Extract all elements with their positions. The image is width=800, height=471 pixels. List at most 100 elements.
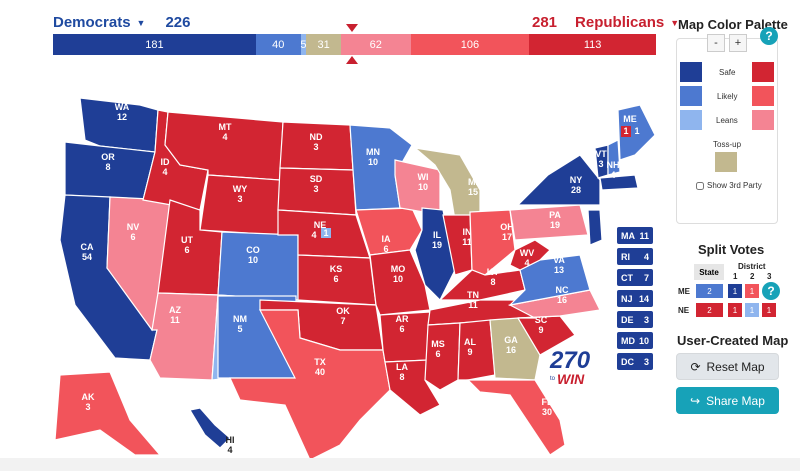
help-icon[interactable]: ? [760, 27, 778, 45]
republicans-total: 281 [532, 14, 558, 31]
rep-safe-swatch[interactable] [752, 62, 774, 82]
democrats-label[interactable]: Democrats [53, 14, 131, 31]
dem-leans-swatch[interactable] [680, 110, 702, 130]
safe-label: Safe [719, 68, 736, 77]
dem-likely-swatch[interactable] [680, 86, 702, 106]
refresh-icon: ⟳ [690, 359, 701, 374]
district-3-header: 3 [767, 272, 772, 281]
ev-segment: 31 [306, 34, 342, 55]
ne-district-1-cell[interactable]: 1 [728, 303, 742, 317]
label-TX: TX 40 [314, 357, 326, 377]
me-district-1-cell[interactable]: 1 [728, 284, 742, 298]
share-map-label: Share Map [706, 393, 765, 408]
republicans-header[interactable]: 281 Republicans ▼ [532, 14, 679, 31]
label-IA: IA 6 [382, 234, 392, 254]
state-WV[interactable] [509, 239, 551, 271]
democrats-total: 226 [165, 14, 191, 31]
small-state-nj[interactable]: NJ 14 [617, 290, 653, 307]
rep-likely-swatch[interactable] [752, 86, 774, 106]
ne-district-3-cell[interactable]: 1 [762, 303, 776, 317]
small-state-md[interactable]: MD 10 [617, 332, 653, 349]
state-NY[interactable] [516, 154, 601, 206]
state-GA[interactable] [489, 317, 541, 381]
small-state-ma[interactable]: MA 11 [617, 227, 653, 244]
label-ME-d2: 1 [634, 126, 639, 136]
split-row-label-ne: NE [678, 306, 690, 315]
state-MA[interactable] [599, 174, 639, 191]
state-PA[interactable] [509, 204, 589, 241]
state-AZ[interactable] [149, 292, 219, 381]
show-3rd-party-checkbox[interactable] [696, 181, 704, 190]
reset-map-button[interactable]: ⟳ Reset Map [676, 353, 779, 380]
small-state-de[interactable]: DE 3 [617, 311, 653, 328]
state-FL[interactable] [466, 379, 566, 456]
me-district-2-cell[interactable]: 1 [745, 284, 759, 298]
label-NC: NC 16 [556, 285, 569, 305]
ev-segment: 62 [341, 34, 411, 55]
label-WV: WV 4 [520, 248, 535, 268]
us-map-svg[interactable]: WA 12 OR 8 CA 54 NV 6 ID 4 MT 4 WY 3 UT 6 AZ 11 C… [40, 60, 660, 471]
democrats-header[interactable]: Democrats ▼ 226 [53, 14, 191, 31]
label-SC: SC 9 [535, 315, 548, 335]
label-PA: PA 19 [549, 210, 561, 230]
label-MO: MO 10 [391, 264, 406, 284]
dem-safe-swatch[interactable] [680, 62, 702, 82]
share-map-button[interactable]: ↪ Share Map [676, 387, 779, 414]
state-TX[interactable] [229, 309, 391, 461]
republicans-label[interactable]: Republicans [575, 14, 665, 31]
label-ME: ME [623, 114, 637, 124]
zoom-in-button[interactable]: + [729, 34, 747, 52]
split-help-icon[interactable]: ? [762, 282, 780, 300]
ne-split-marker[interactable] [321, 228, 331, 238]
me-district-2-marker[interactable] [632, 126, 642, 137]
label-SD: SD 3 [310, 174, 323, 194]
small-state-abbr: DC [621, 356, 634, 367]
label-GA: GA 16 [504, 335, 518, 355]
logo-win: WIN [557, 371, 585, 387]
me-district-1-marker[interactable] [621, 126, 631, 137]
label-WI: WI 10 [418, 172, 429, 192]
state-NJ-area[interactable] [587, 209, 603, 246]
label-KY: KY 8 [487, 267, 500, 287]
label-NH: NH 4 [607, 160, 620, 180]
state-NH[interactable] [607, 139, 621, 176]
ne-district-2-cell[interactable]: 1 [745, 303, 759, 317]
me-state-cell[interactable]: 2 [696, 284, 723, 298]
small-state-ri[interactable]: RI 4 [617, 248, 653, 265]
small-state-abbr: NJ [621, 293, 633, 304]
label-ME-total: 2 [613, 126, 618, 136]
small-state-dc[interactable]: DC 3 [617, 353, 653, 370]
label-ID: ID 4 [161, 157, 171, 177]
state-CO[interactable] [217, 231, 299, 301]
midpoint-marker-top-icon [346, 24, 358, 32]
tossup-swatch[interactable] [715, 152, 737, 172]
rep-leans-swatch[interactable] [752, 110, 774, 130]
chevron-down-icon[interactable]: ▼ [136, 17, 146, 28]
zoom-out-button[interactable]: - [707, 34, 725, 52]
label-AZ: AZ 11 [169, 305, 181, 325]
label-IL: IL 19 [432, 230, 442, 250]
small-state-ev: 14 [638, 293, 649, 304]
reset-map-label: Reset Map [706, 359, 765, 374]
state-AK[interactable] [54, 371, 162, 456]
bottom-strip [0, 458, 800, 471]
ev-segment: 181 [53, 34, 256, 55]
small-state-abbr: MA [621, 230, 635, 241]
state-AL[interactable] [457, 319, 496, 381]
show-3rd-party-toggle[interactable]: Show 3rd Party [696, 181, 762, 190]
split-votes-title: Split Votes [698, 242, 765, 257]
state-OH[interactable] [469, 209, 516, 276]
state-HI[interactable] [189, 407, 231, 449]
leans-label: Leans [716, 116, 738, 125]
ev-segment: 40 [255, 34, 301, 55]
label-TN: TN 11 [467, 290, 479, 310]
state-MS[interactable] [424, 322, 461, 391]
small-state-ct[interactable]: CT 7 [617, 269, 653, 286]
us-map[interactable]: WA 12 OR 8 CA 54 NV 6 ID 4 MT 4 WY 3 UT 6 AZ 11 C… [40, 60, 660, 471]
label-WY: WY 3 [233, 184, 248, 204]
chevron-down-icon[interactable]: ▼ [670, 17, 680, 28]
label-AL: AL 9 [464, 337, 476, 357]
label-CO: CO 10 [246, 245, 260, 265]
ne-state-cell[interactable]: 2 [696, 303, 723, 317]
likely-label: Likely [717, 92, 738, 101]
